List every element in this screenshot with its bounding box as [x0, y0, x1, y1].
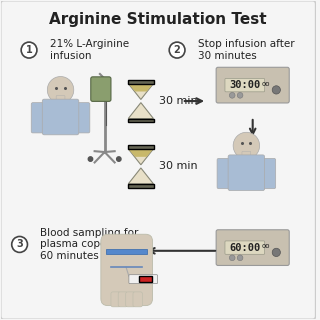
Circle shape: [229, 255, 235, 261]
FancyBboxPatch shape: [225, 78, 265, 92]
Polygon shape: [128, 168, 154, 184]
Text: Blood sampling for
plasma copeptin at
60 minutes: Blood sampling for plasma copeptin at 60…: [40, 228, 140, 261]
Text: 21% L-Arginine
infusion: 21% L-Arginine infusion: [50, 39, 129, 61]
FancyBboxPatch shape: [31, 103, 46, 133]
Circle shape: [272, 248, 280, 257]
Circle shape: [12, 236, 28, 252]
FancyBboxPatch shape: [216, 67, 289, 103]
FancyBboxPatch shape: [101, 234, 153, 306]
FancyBboxPatch shape: [260, 158, 276, 189]
FancyBboxPatch shape: [216, 230, 289, 266]
Text: 1: 1: [26, 45, 32, 55]
FancyBboxPatch shape: [126, 292, 135, 307]
Polygon shape: [128, 103, 154, 119]
FancyBboxPatch shape: [118, 292, 128, 307]
Circle shape: [237, 92, 243, 98]
FancyBboxPatch shape: [1, 1, 316, 319]
FancyBboxPatch shape: [129, 275, 157, 284]
Polygon shape: [128, 84, 154, 100]
FancyBboxPatch shape: [225, 241, 265, 254]
FancyBboxPatch shape: [133, 292, 142, 307]
Circle shape: [47, 76, 74, 103]
Text: 60:00: 60:00: [229, 243, 260, 252]
Text: 30:00: 30:00: [229, 80, 260, 90]
FancyBboxPatch shape: [128, 80, 154, 84]
Text: Stop infusion after
30 minutes: Stop infusion after 30 minutes: [197, 39, 294, 61]
FancyBboxPatch shape: [91, 77, 111, 101]
FancyBboxPatch shape: [128, 119, 154, 123]
Text: Arginine Stimulation Test: Arginine Stimulation Test: [49, 12, 267, 27]
FancyBboxPatch shape: [242, 151, 251, 160]
FancyBboxPatch shape: [228, 155, 265, 191]
Circle shape: [88, 157, 93, 161]
FancyBboxPatch shape: [75, 103, 90, 133]
Circle shape: [229, 92, 235, 98]
FancyBboxPatch shape: [111, 292, 120, 307]
Text: oo: oo: [261, 81, 270, 86]
Circle shape: [21, 42, 37, 58]
Circle shape: [169, 42, 185, 58]
Text: 3: 3: [16, 239, 23, 249]
Circle shape: [272, 86, 280, 94]
Circle shape: [116, 157, 121, 161]
FancyBboxPatch shape: [128, 184, 154, 188]
Text: 2: 2: [174, 45, 180, 55]
Text: 30 min: 30 min: [159, 161, 197, 172]
Polygon shape: [128, 149, 154, 157]
Circle shape: [237, 255, 243, 261]
Text: oo: oo: [261, 243, 270, 249]
FancyBboxPatch shape: [128, 145, 154, 149]
Polygon shape: [128, 149, 154, 165]
Circle shape: [233, 132, 260, 159]
FancyBboxPatch shape: [42, 99, 79, 135]
FancyBboxPatch shape: [106, 249, 147, 254]
Polygon shape: [128, 84, 154, 92]
FancyBboxPatch shape: [217, 158, 232, 189]
Text: 30 min: 30 min: [159, 96, 197, 106]
FancyBboxPatch shape: [139, 276, 152, 282]
FancyBboxPatch shape: [56, 96, 65, 104]
